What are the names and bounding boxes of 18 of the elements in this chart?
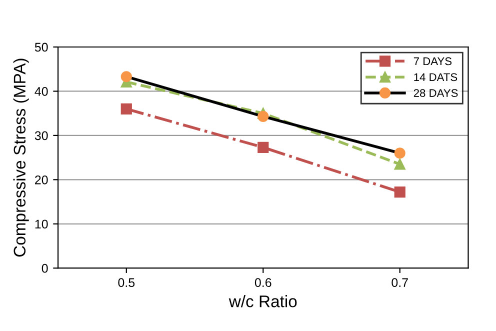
- y-axis-title: Compressive Stress (MPA): [13, 58, 29, 257]
- y-tick-label: 50: [34, 42, 48, 52]
- x-tick-label: 0.7: [392, 278, 408, 288]
- y-tick-label: 10: [35, 220, 48, 229]
- legend-label: 7 DAYS: [414, 57, 452, 66]
- x-axis-title: w/c Ratio: [228, 295, 297, 308]
- y-tick-label: 30: [34, 131, 48, 140]
- x-tick-label: 0.6: [254, 278, 272, 288]
- point: [394, 158, 406, 170]
- point: [394, 186, 406, 198]
- point: [258, 142, 269, 153]
- y-tick-label: 0: [42, 264, 48, 273]
- legend-label: 14 DATS: [414, 73, 458, 82]
- y-tick-label: 20: [35, 175, 48, 184]
- y-tick-label: 40: [34, 87, 48, 96]
- point: [120, 103, 132, 114]
- legend-label: 28 DAYS: [414, 89, 458, 97]
- x-tick-label: 0.5: [118, 278, 135, 288]
